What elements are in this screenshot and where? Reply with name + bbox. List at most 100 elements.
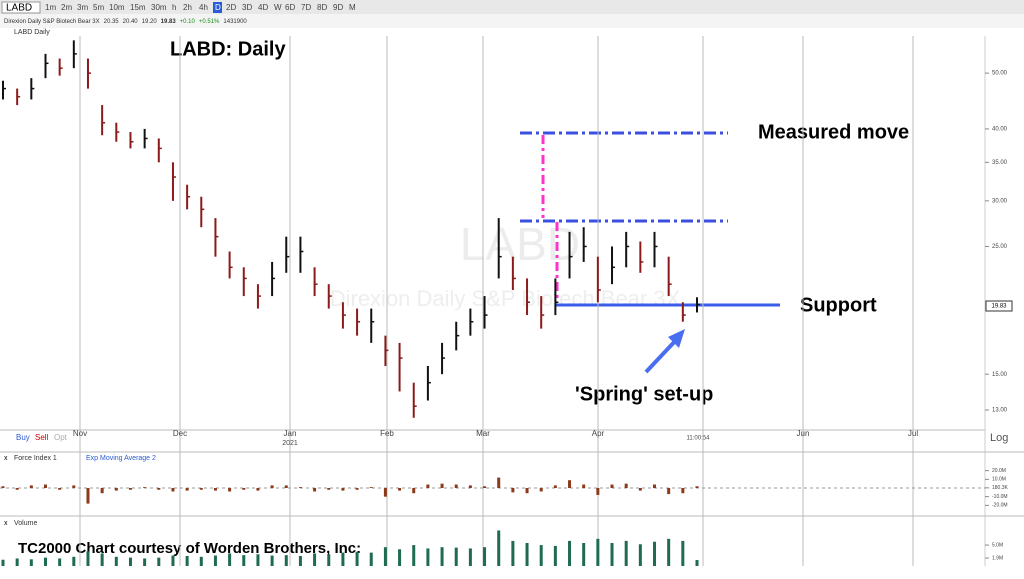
bar xyxy=(440,547,444,566)
last-price: 19.83 xyxy=(991,304,1007,310)
bar xyxy=(426,548,430,566)
bar xyxy=(15,558,19,566)
bar xyxy=(242,555,246,566)
bar xyxy=(369,487,373,488)
bar xyxy=(341,488,345,491)
interval-button[interactable]: 15m xyxy=(130,3,146,12)
y-tick-label: 40.00 xyxy=(992,126,1008,132)
x-tick-label: Jan xyxy=(284,429,297,438)
bar xyxy=(568,540,572,566)
bar xyxy=(114,556,118,566)
bar xyxy=(525,488,529,494)
bar xyxy=(440,483,444,488)
interval-button[interactable]: 2m xyxy=(61,3,72,12)
bar xyxy=(1,559,5,566)
interval-button[interactable]: 3m xyxy=(77,3,88,12)
legend-entry[interactable]: Volume xyxy=(14,520,37,527)
symbol-box[interactable] xyxy=(1,1,41,14)
buy-button[interactable]: Buy xyxy=(16,433,30,442)
interval-button[interactable]: 30m xyxy=(151,3,167,12)
interval-button[interactable]: 4h xyxy=(199,3,208,12)
bar xyxy=(539,488,543,492)
interval-button[interactable]: 2D xyxy=(226,3,236,12)
interval-button[interactable]: M xyxy=(349,3,356,12)
interval-button[interactable]: 4D xyxy=(258,3,268,12)
interval-button[interactable]: 2h xyxy=(183,3,192,12)
bar xyxy=(355,551,359,566)
bar xyxy=(653,484,657,488)
bar xyxy=(582,484,586,488)
bar xyxy=(468,485,472,488)
bar xyxy=(638,544,642,566)
bar xyxy=(284,485,288,488)
bar xyxy=(667,488,671,495)
legend-entry[interactable]: Exp Moving Average 2 xyxy=(86,455,156,462)
interval-button[interactable]: 5m xyxy=(93,3,104,12)
log-toggle[interactable]: Log xyxy=(990,432,1008,444)
bar xyxy=(553,545,557,566)
close-pane[interactable]: x xyxy=(4,455,8,462)
bar xyxy=(58,488,62,490)
bar xyxy=(213,488,217,491)
last-price-box xyxy=(985,300,1013,312)
watermark: LABD xyxy=(460,218,580,270)
bar xyxy=(624,483,628,488)
interval-button[interactable]: 9D xyxy=(333,3,343,12)
bar xyxy=(327,488,331,490)
y-tick-label: -20.0M xyxy=(992,503,1008,509)
bar xyxy=(610,543,614,566)
interval-button[interactable]: W xyxy=(274,3,282,12)
bar xyxy=(511,488,515,493)
y-tick-label: 30.00 xyxy=(992,198,1008,204)
y-tick-label: 1.9M xyxy=(992,555,1003,561)
legend-entry[interactable]: Force Index 1 xyxy=(14,455,57,462)
interval-button[interactable]: 3D xyxy=(242,3,252,12)
interval-button[interactable]: 1m xyxy=(45,3,56,12)
sell-button[interactable]: Sell xyxy=(35,433,49,442)
bar xyxy=(383,547,387,566)
quote-close: 19.83 xyxy=(161,19,177,25)
interval-button[interactable]: h xyxy=(172,3,176,12)
quote: Direxion Daily S&P Biotech Bear 3X 20.35 2… xyxy=(4,19,247,25)
interval-button[interactable]: 10m xyxy=(109,3,125,12)
watermark-sub: Direxion Daily S&P Biotech Bear 3X xyxy=(330,286,681,311)
opt-button[interactable]: Opt xyxy=(54,433,68,442)
interval-button[interactable]: 6D xyxy=(285,3,295,12)
quote-volume: 1431900 xyxy=(223,19,247,25)
y-tick-label: 13.00 xyxy=(992,408,1008,414)
bar xyxy=(43,484,47,488)
quote-open: 20.35 xyxy=(104,19,120,25)
bar xyxy=(695,486,699,488)
bar xyxy=(383,488,387,497)
bar xyxy=(398,549,402,566)
bar xyxy=(313,553,317,566)
bar xyxy=(15,488,19,490)
bar xyxy=(568,480,572,488)
interval-button[interactable]: D xyxy=(215,3,221,12)
close-pane[interactable]: x xyxy=(4,520,8,527)
bar xyxy=(270,555,274,566)
bar xyxy=(497,477,501,488)
pane-title: LABD Daily xyxy=(14,29,50,36)
bar xyxy=(412,488,416,494)
bar xyxy=(667,538,671,566)
bar xyxy=(369,552,373,566)
bar xyxy=(43,557,47,566)
bar xyxy=(511,540,515,566)
quote-change_pct: +0.51% xyxy=(199,19,220,25)
bar xyxy=(213,555,217,566)
y-tick-label: 35.00 xyxy=(992,160,1008,166)
symbol[interactable]: LABD xyxy=(6,3,32,14)
bar xyxy=(256,488,260,491)
annotation: Measured move xyxy=(758,121,909,143)
x-tick-label: Jul xyxy=(908,429,918,438)
chart-title: LABD: Daily xyxy=(170,38,286,60)
y-tick-label: 25.00 xyxy=(992,244,1008,250)
interval-button[interactable]: 8D xyxy=(317,3,327,12)
bar xyxy=(681,540,685,566)
interval-button[interactable]: 7D xyxy=(301,3,311,12)
bar xyxy=(298,487,302,488)
y-tick-label: 15.00 xyxy=(992,372,1008,378)
bar xyxy=(398,488,402,491)
bar xyxy=(100,488,104,494)
